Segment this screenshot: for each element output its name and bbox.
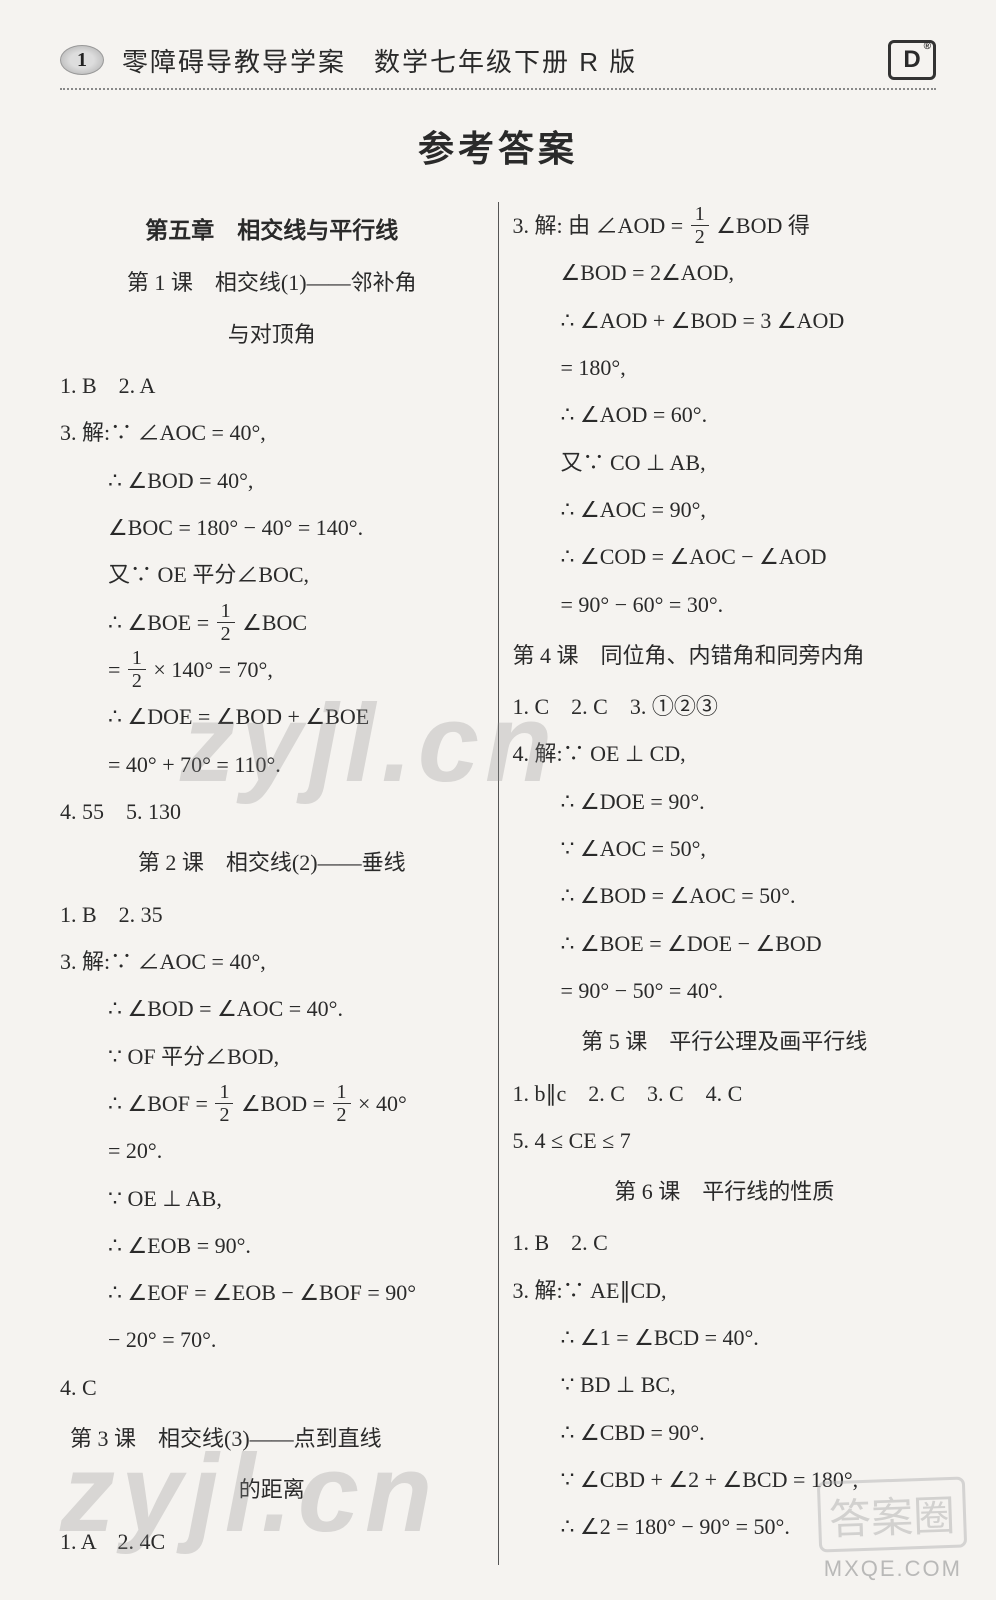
fraction: 12 (217, 601, 235, 644)
text-fragment: 3. 解: 由 ∠AOD = (513, 213, 689, 238)
text-fragment: ∴ ∠BOE = (108, 610, 215, 635)
answer-line: ∴ ∠AOD = 60°. (513, 391, 937, 438)
answer-line: 1. B 2. C (513, 1219, 937, 1266)
fraction: 12 (691, 204, 709, 247)
lesson-4-title: 第 4 课 同位角、内错角和同旁内角 (513, 632, 937, 679)
fraction: 12 (333, 1082, 351, 1125)
answer-line: ∴ ∠AOC = 90°, (513, 486, 937, 533)
page-header: 1 零障碍导教导学案 数学七年级下册 R 版 D (60, 40, 936, 90)
right-column: 3. 解: 由 ∠AOD = 12 ∠BOD 得 ∠BOD = 2∠AOD, ∴… (499, 202, 937, 1565)
answer-line: ∴ ∠DOE = 90°. (513, 778, 937, 825)
answer-line: = 12 × 140° = 70°, (60, 646, 484, 693)
chapter-title: 第五章 相交线与平行线 (60, 206, 484, 255)
text-fragment: ∴ ∠BOF = (108, 1091, 213, 1116)
site-url: MXQE.COM (824, 1556, 962, 1582)
answer-line: 4. C (60, 1364, 484, 1411)
answer-line: ∴ ∠BOD = 40°, (60, 457, 484, 504)
answer-line: ∴ ∠BOE = ∠DOE − ∠BOD (513, 920, 937, 967)
header-left: 1 零障碍导教导学案 数学七年级下册 R 版 (60, 42, 637, 79)
page-container: 1 零障碍导教导学案 数学七年级下册 R 版 D 参考答案 第五章 相交线与平行… (0, 0, 996, 1585)
stamp-badge: 答案圈 (817, 1476, 967, 1552)
lesson-1-title-b: 与对顶角 (60, 311, 484, 358)
numerator: 1 (217, 601, 235, 623)
numerator: 1 (128, 648, 146, 670)
answer-line: = 40° + 70° = 110°. (60, 741, 484, 788)
answer-line: ∴ ∠BOD = ∠AOC = 40°. (60, 985, 484, 1032)
main-title: 参考答案 (60, 120, 936, 172)
answer-line: ∴ ∠EOB = 90°. (60, 1222, 484, 1269)
answer-line: ∴ ∠BOD = ∠AOC = 50°. (513, 872, 937, 919)
denominator: 2 (217, 623, 235, 644)
answer-line: ∴ ∠AOD + ∠BOD = 3 ∠AOD (513, 297, 937, 344)
lesson-3-title-a: 第 3 课 相交线(3)——点到直线 (60, 1415, 484, 1462)
answer-line: 1. b∥c 2. C 3. C 4. C (513, 1070, 937, 1117)
numerator: 1 (215, 1082, 233, 1104)
answer-line: ∴ ∠CBD = 90°. (513, 1409, 937, 1456)
answer-line: = 180°, (513, 344, 937, 391)
answer-line: = 90° − 50° = 40°. (513, 967, 937, 1014)
numerator: 1 (333, 1082, 351, 1104)
lesson-1-title-a: 第 1 课 相交线(1)——邻补角 (60, 259, 484, 306)
text-fragment: = (108, 657, 126, 682)
answer-line: ∴ ∠1 = ∠BCD = 40°. (513, 1314, 937, 1361)
publisher-logo: D (888, 40, 936, 80)
answer-line: 3. 解:∵ ∠AOC = 40°, (60, 409, 484, 456)
answer-line: ∴ ∠EOF = ∠EOB − ∠BOF = 90° (60, 1269, 484, 1316)
answer-line: 5. 4 ≤ CE ≤ 7 (513, 1117, 937, 1164)
answer-line: ∵ OF 平分∠BOD, (60, 1033, 484, 1080)
numerator: 1 (691, 204, 709, 226)
text-fragment: ∠BOD 得 (716, 213, 810, 238)
answer-line: ∴ ∠DOE = ∠BOD + ∠BOE (60, 693, 484, 740)
answer-line: = 90° − 60° = 30°. (513, 581, 937, 628)
denominator: 2 (691, 226, 709, 247)
answer-line: 又∵ OE 平分∠BOC, (60, 551, 484, 598)
denominator: 2 (128, 670, 146, 691)
answer-line: ∵ ∠AOC = 50°, (513, 825, 937, 872)
answer-line: 1. B 2. A (60, 362, 484, 409)
text-fragment: ∠BOD = (241, 1091, 331, 1116)
answer-line: 3. 解:∵ AE∥CD, (513, 1267, 937, 1314)
answer-line: 3. 解:∵ ∠AOC = 40°, (60, 938, 484, 985)
lesson-3-title-b: 的距离 (60, 1466, 484, 1513)
answer-line: ∴ ∠COD = ∠AOC − ∠AOD (513, 533, 937, 580)
answer-line: = 20°. (60, 1127, 484, 1174)
answer-line: 4. 解:∵ OE ⊥ CD, (513, 730, 937, 777)
answer-line: 1. A 2. 4C (60, 1518, 484, 1565)
answer-line: ∴ ∠BOE = 12 ∠BOC (60, 599, 484, 646)
content-columns: 第五章 相交线与平行线 第 1 课 相交线(1)——邻补角 与对顶角 1. B … (60, 202, 936, 1565)
answer-line: 又∵ CO ⊥ AB, (513, 439, 937, 486)
answer-line: 4. 55 5. 130 (60, 788, 484, 835)
left-column: 第五章 相交线与平行线 第 1 课 相交线(1)——邻补角 与对顶角 1. B … (60, 202, 499, 1565)
lesson-5-title: 第 5 课 平行公理及画平行线 (513, 1018, 937, 1065)
answer-line: 3. 解: 由 ∠AOD = 12 ∠BOD 得 (513, 202, 937, 249)
answer-line: 1. C 2. C 3. ①②③ (513, 683, 937, 730)
answer-line: ∴ ∠BOF = 12 ∠BOD = 12 × 40° (60, 1080, 484, 1127)
answer-line: ∵ BD ⊥ BC, (513, 1361, 937, 1408)
fraction: 12 (215, 1082, 233, 1125)
answer-line: ∠BOC = 180° − 40° = 140°. (60, 504, 484, 551)
text-fragment: × 140° = 70°, (153, 657, 272, 682)
lesson-6-title: 第 6 课 平行线的性质 (513, 1168, 937, 1215)
answer-line: ∠BOD = 2∠AOD, (513, 249, 937, 296)
denominator: 2 (215, 1104, 233, 1125)
page-number-badge: 1 (60, 45, 104, 75)
header-title: 零障碍导教导学案 数学七年级下册 R 版 (122, 42, 637, 79)
fraction: 12 (128, 648, 146, 691)
answer-line: ∵ OE ⊥ AB, (60, 1175, 484, 1222)
denominator: 2 (333, 1104, 351, 1125)
answer-line: − 20° = 70°. (60, 1316, 484, 1363)
lesson-2-title: 第 2 课 相交线(2)——垂线 (60, 839, 484, 886)
answer-line: 1. B 2. 35 (60, 891, 484, 938)
text-fragment: × 40° (358, 1091, 407, 1116)
text-fragment: ∠BOC (242, 610, 307, 635)
